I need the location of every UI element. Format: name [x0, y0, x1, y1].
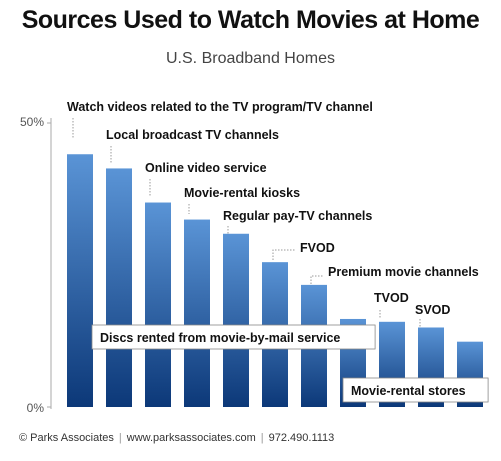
bar-5 [223, 233, 249, 407]
bar-label-5: Regular pay-TV channels [223, 209, 372, 223]
bar-2 [106, 168, 132, 407]
footer: © Parks Associates | www.parksassociates.c… [19, 432, 335, 444]
bar-label-8: Discs rented from movie-by-mail service [100, 331, 340, 345]
bar-label-4: Movie-rental kiosks [184, 186, 300, 200]
chart-title: Sources Used to Watch Movies at Home [21, 6, 480, 34]
leader-line-7 [310, 275, 324, 284]
chart-subtitle: U.S. Broadband Homes [166, 50, 335, 67]
bar-1 [67, 154, 93, 407]
label-box-11 [342, 377, 489, 403]
leader-line-6 [272, 249, 296, 260]
bar-3 [145, 202, 171, 407]
label-group: Watch videos related to the TV program/T… [67, 100, 489, 403]
y-tick-label-max: 50% [20, 115, 44, 129]
bar-label-11: Movie-rental stores [351, 384, 466, 398]
footer-url: www.parksassociates.com [126, 432, 256, 444]
bar-label-6: FVOD [300, 241, 335, 255]
bar-group [67, 154, 483, 407]
bar-4 [184, 219, 210, 407]
bar-label-10: SVOD [415, 303, 450, 317]
label-box-8 [91, 324, 376, 350]
bar-label-9: TVOD [374, 291, 409, 305]
bar-label-7: Premium movie channels [328, 265, 479, 279]
footer-phone: 972.490.1113 [268, 432, 335, 444]
footer-brand: © Parks Associates [19, 432, 114, 444]
bar-label-3: Online video service [145, 161, 267, 175]
bar-label-1: Watch videos related to the TV program/T… [67, 100, 373, 114]
y-tick-label-min: 0% [27, 401, 45, 415]
bar-label-2: Local broadcast TV channels [106, 128, 279, 142]
